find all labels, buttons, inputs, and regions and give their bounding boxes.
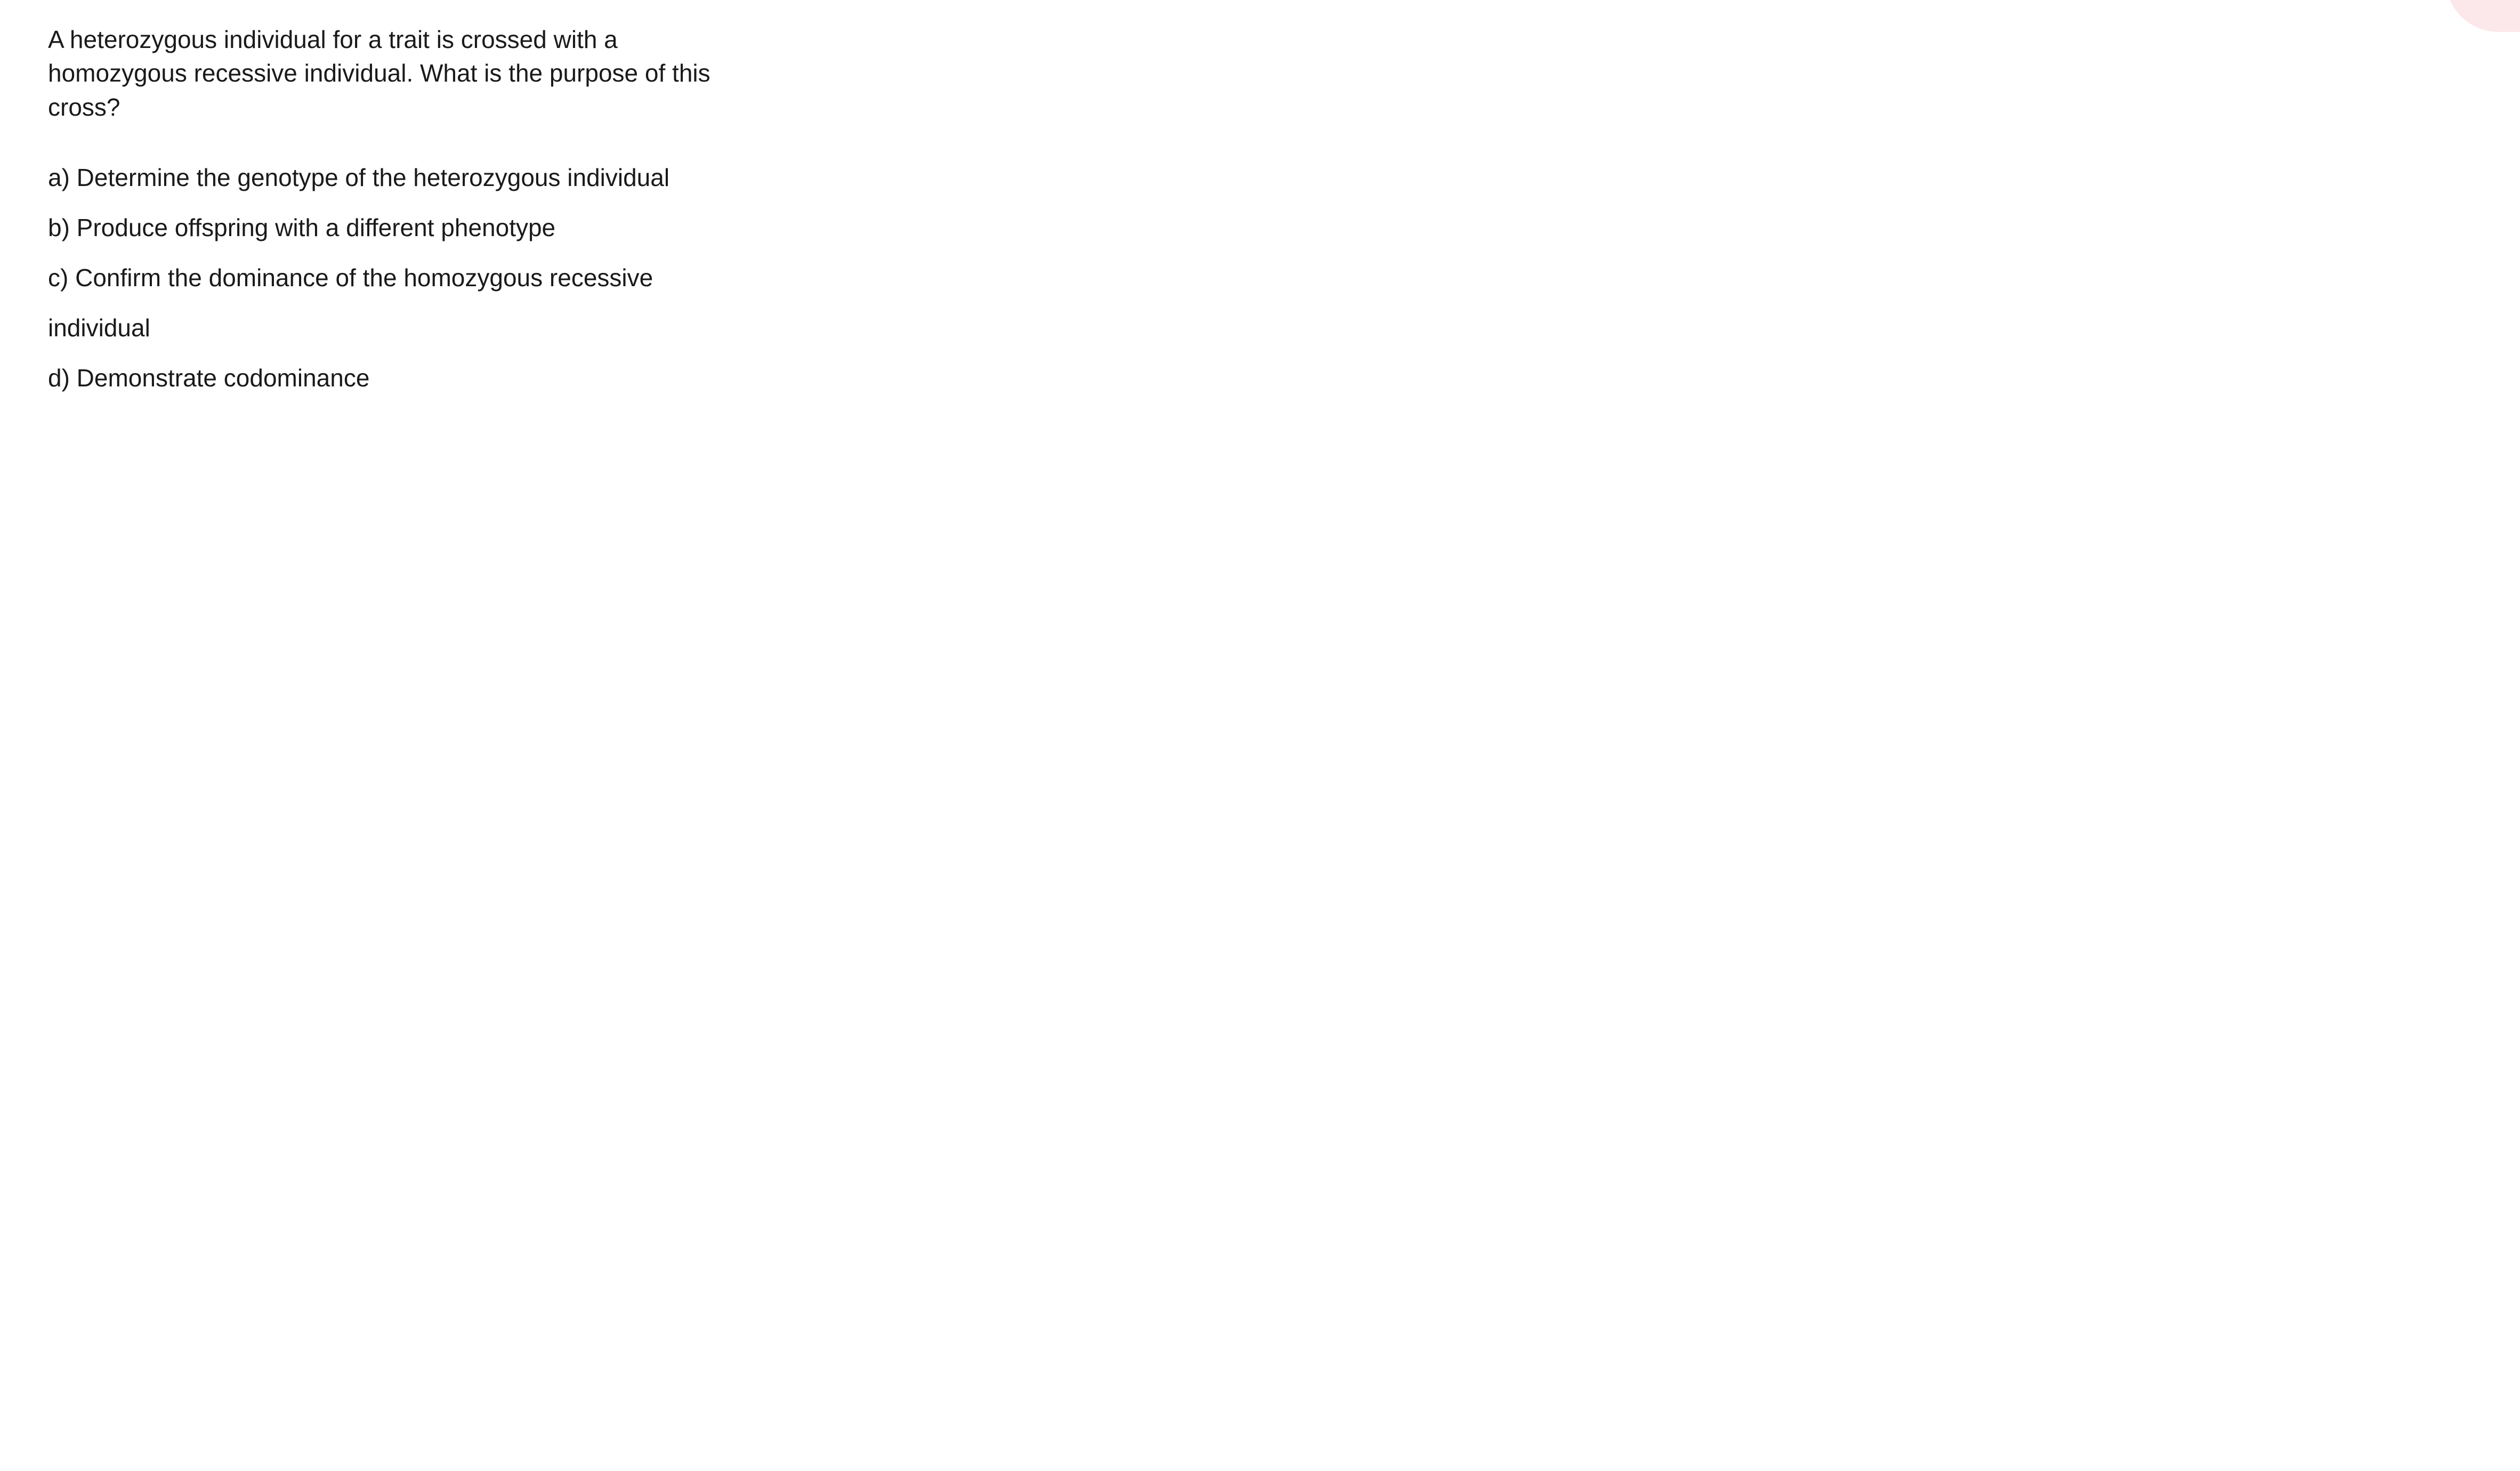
option-b: b) Produce offspring with a different ph… [48, 203, 720, 253]
document-content: A heterozygous individual for a trait is… [0, 0, 768, 430]
option-a: a) Determine the genotype of the heteroz… [48, 153, 720, 203]
question-text: A heterozygous individual for a trait is… [48, 23, 720, 124]
option-d: d) Demonstrate codominance [48, 353, 720, 403]
corner-accent [2445, 0, 2520, 32]
option-c: c) Confirm the dominance of the homozygo… [48, 253, 720, 353]
